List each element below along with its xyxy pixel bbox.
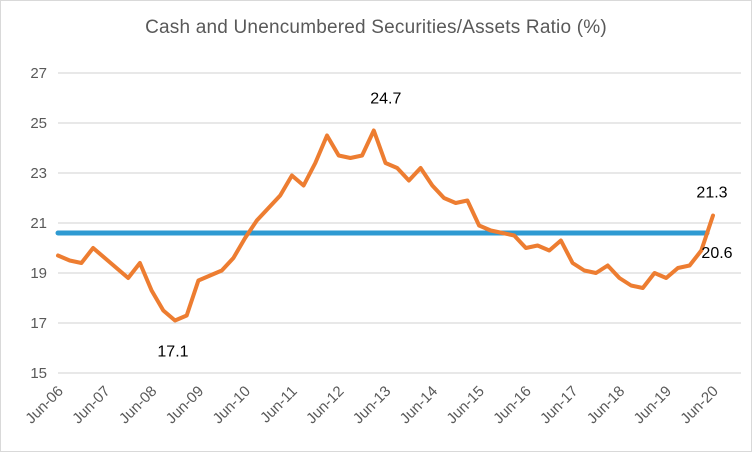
- y-tick-label: 15: [30, 365, 47, 382]
- data-label: 24.7: [370, 91, 401, 108]
- y-tick-label: 25: [30, 115, 47, 132]
- x-tick-label: Jun-07: [69, 383, 113, 427]
- y-tick-label: 17: [30, 315, 47, 332]
- data-series-line: [56, 128, 715, 323]
- x-tick-label: Jun-20: [677, 383, 721, 427]
- x-tick-label: Jun-13: [350, 383, 394, 427]
- x-tick-label: Jun-16: [490, 383, 534, 427]
- x-tick-label: Jun-08: [116, 383, 160, 427]
- x-tick-label: Jun-14: [397, 383, 441, 427]
- x-tick-label: Jun-11: [257, 383, 301, 427]
- y-tick-label: 19: [30, 265, 47, 282]
- x-tick-label: Jun-12: [303, 383, 347, 427]
- y-tick-label: 21: [30, 215, 47, 232]
- x-tick-label: Jun-10: [210, 383, 254, 427]
- data-label: 17.1: [157, 344, 188, 361]
- x-tick-label: Jun-09: [163, 383, 207, 427]
- data-label: 21.3: [696, 185, 727, 202]
- y-tick-label: 27: [30, 65, 47, 82]
- x-tick-label: Jun-19: [631, 383, 675, 427]
- data-label: 20.6: [701, 245, 732, 262]
- x-tick-label: Jun-18: [584, 383, 628, 427]
- x-tick-label: Jun-15: [443, 383, 487, 427]
- y-tick-label: 23: [30, 165, 47, 182]
- x-tick-label: Jun-17: [537, 383, 581, 427]
- x-tick-label: Jun-06: [22, 383, 66, 427]
- chart-title: Cash and Unencumbered Securities/Assets …: [145, 17, 607, 38]
